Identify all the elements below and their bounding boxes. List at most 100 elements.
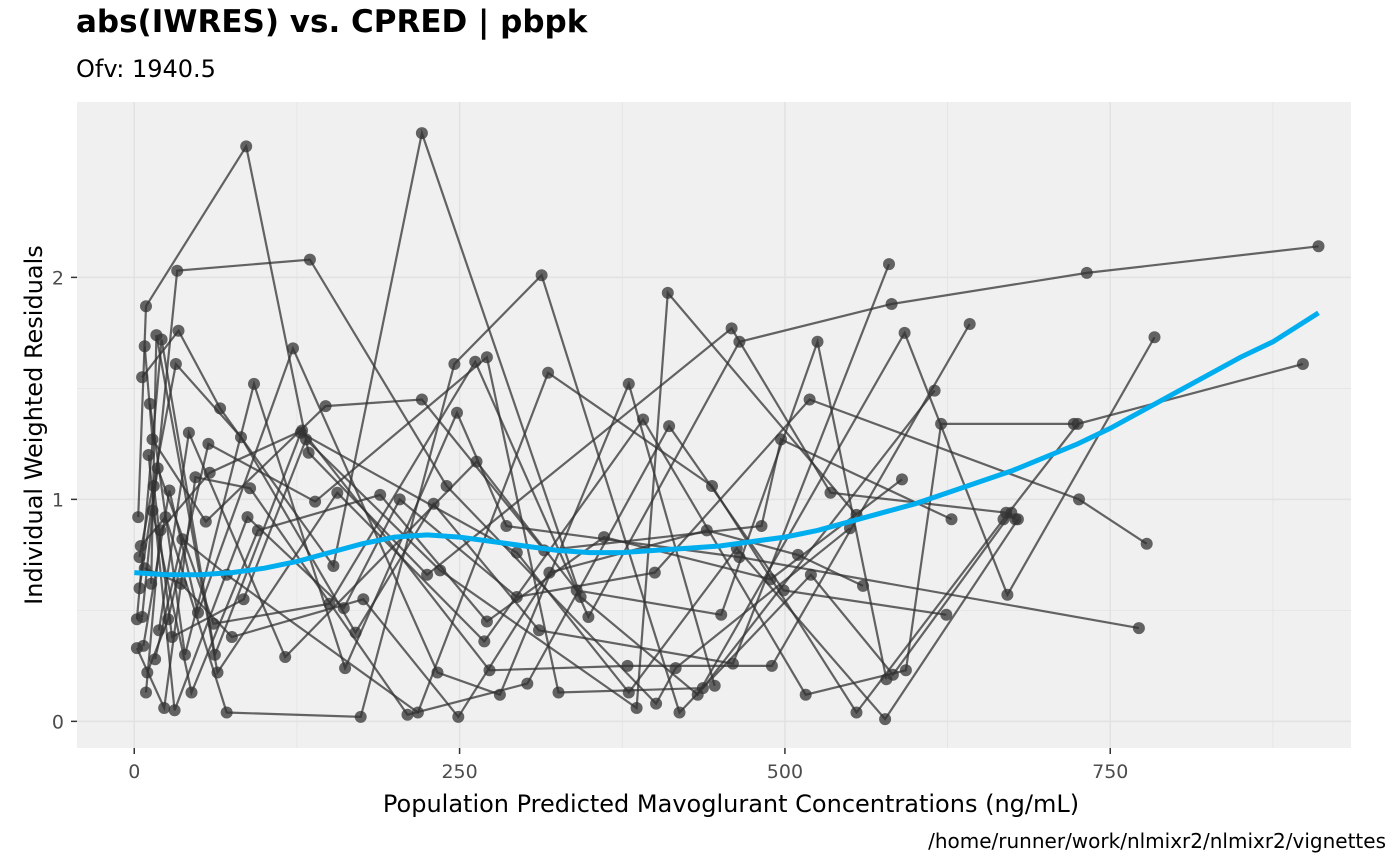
data-point — [296, 424, 309, 437]
data-point — [140, 686, 152, 699]
data-point — [880, 673, 893, 686]
data-point — [189, 471, 202, 484]
data-point — [327, 560, 340, 572]
subject-series — [153, 335, 893, 686]
data-point — [134, 540, 147, 552]
x-tick-label: 750 — [1092, 761, 1128, 783]
data-point — [158, 702, 171, 714]
data-point — [1148, 331, 1161, 344]
data-point — [804, 568, 817, 581]
data-point — [997, 513, 1010, 526]
chart-subtitle: Ofv: 1940.5 — [76, 55, 216, 83]
data-point — [940, 608, 953, 621]
data-point — [824, 486, 837, 499]
subject-series — [140, 318, 976, 699]
data-point — [1071, 417, 1084, 430]
subject-line — [151, 478, 903, 697]
data-point — [700, 524, 713, 537]
y-tick-label: 0 — [52, 711, 64, 733]
data-point — [663, 420, 676, 433]
data-point — [622, 377, 635, 390]
data-point — [661, 286, 674, 299]
data-point — [637, 413, 650, 426]
data-point — [357, 593, 370, 606]
data-point — [374, 488, 387, 501]
data-point — [811, 335, 824, 348]
data-point — [478, 635, 491, 648]
data-point — [622, 686, 635, 699]
data-point — [673, 706, 686, 719]
data-point — [303, 253, 316, 266]
subject-line — [157, 337, 888, 680]
subject-series — [136, 253, 856, 710]
data-point — [248, 377, 260, 390]
subject-series — [130, 420, 953, 721]
data-point — [153, 624, 165, 637]
data-point — [150, 329, 163, 342]
y-tick-label: 2 — [52, 267, 64, 289]
data-point — [935, 417, 948, 430]
x-tick-label: 250 — [441, 761, 477, 783]
data-point — [708, 679, 721, 692]
data-point — [415, 127, 428, 140]
data-point — [331, 486, 344, 499]
data-point — [510, 546, 523, 559]
data-point — [146, 504, 159, 517]
data-point — [885, 298, 898, 310]
data-point — [1001, 588, 1014, 601]
grid-lines — [77, 102, 1351, 748]
subject-line — [141, 128, 1156, 697]
data-point — [172, 324, 185, 337]
data-point — [470, 455, 483, 468]
data-point — [185, 686, 198, 699]
data-point — [241, 511, 254, 524]
data-point — [421, 568, 434, 581]
data-point — [803, 393, 816, 406]
data-point — [393, 493, 406, 506]
data-point — [202, 437, 215, 450]
data-point — [143, 397, 156, 410]
data-point — [469, 355, 482, 368]
data-point — [725, 322, 738, 335]
subject-series — [149, 358, 1309, 719]
data-point — [452, 710, 465, 723]
data-point — [448, 358, 461, 370]
data-point — [510, 591, 523, 603]
data-point — [480, 615, 493, 628]
data-point — [130, 642, 143, 655]
data-point — [132, 511, 145, 524]
data-point — [598, 531, 610, 544]
data-point — [928, 384, 941, 397]
data-point — [755, 520, 768, 532]
data-point — [650, 697, 663, 710]
subject-line — [144, 323, 971, 693]
data-point — [401, 708, 414, 721]
data-point — [896, 473, 908, 486]
data-point — [879, 713, 892, 726]
data-point — [1132, 622, 1145, 635]
y-tick-label: 1 — [52, 489, 64, 511]
subject-series — [145, 329, 1080, 701]
data-point — [171, 264, 184, 277]
data-point — [898, 326, 911, 339]
data-point — [500, 520, 513, 532]
data-point — [883, 258, 895, 271]
data-point — [140, 300, 152, 313]
x-axis-title: Population Predicted Mavoglurant Concent… — [383, 790, 1079, 818]
data-point — [145, 577, 158, 590]
data-point — [220, 706, 233, 719]
data-point — [434, 564, 447, 577]
data-point — [176, 533, 189, 546]
subject-series — [146, 473, 908, 699]
data-point — [521, 677, 534, 690]
data-point — [240, 140, 253, 153]
x-tick-label: 0 — [128, 761, 140, 783]
x-axis: 0 250 500 750 — [128, 748, 1128, 783]
data-point — [1140, 537, 1153, 550]
x-tick-label: 500 — [767, 761, 803, 783]
plot-panel — [77, 102, 1351, 748]
data-point — [199, 515, 212, 528]
data-point — [535, 269, 548, 282]
data-point — [279, 651, 292, 663]
y-axis-title: Individual Weighted Residuals — [20, 245, 48, 605]
